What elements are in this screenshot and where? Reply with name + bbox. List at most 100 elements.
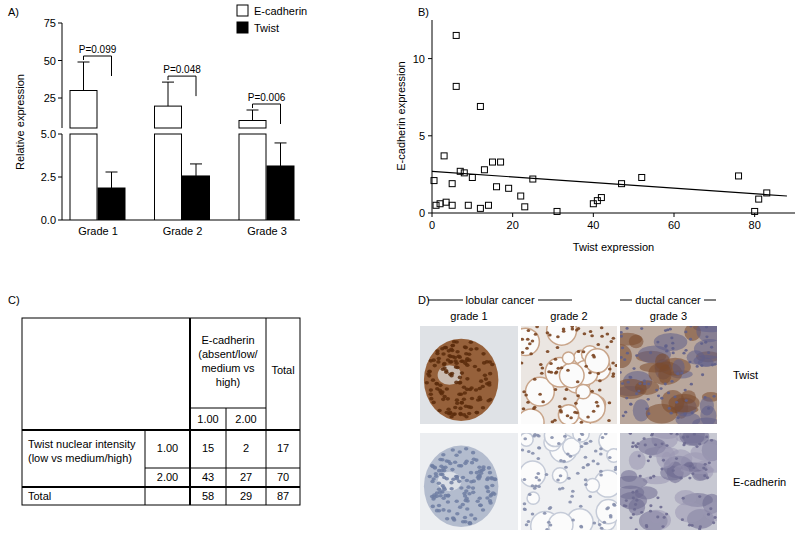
nucleus [691,472,694,475]
nucleus [451,448,455,452]
nucleus [436,360,440,364]
nucleus [571,490,575,493]
nucleus [434,474,438,478]
nucleus [665,513,668,516]
nucleus [640,511,643,514]
nucleus [575,411,579,414]
nucleus [546,350,550,353]
nucleus [635,490,638,493]
panel-label: D) [418,294,430,306]
point [481,167,487,173]
vacuole [576,384,590,398]
vacuole [521,433,533,446]
nucleus [554,388,558,391]
nucleus [464,404,468,408]
y-axis-label: E-cadherin expression [395,61,407,170]
nucleus [623,358,626,361]
tissue [675,502,705,522]
vacuole [607,449,617,462]
nucleus [566,414,570,417]
nucleus [481,352,485,356]
micrograph [420,433,518,530]
nucleus [558,405,562,408]
nucleus [673,395,676,398]
scatter-chart: 0204060800510Twist expressionE-cadherin … [395,20,795,253]
nucleus [467,412,471,416]
nucleus [535,476,539,479]
vacuole [521,409,544,424]
nucleus [604,433,608,435]
nucleus [647,398,650,401]
nucleus [462,385,466,389]
nucleus [464,415,468,419]
nucleus [466,485,470,489]
table-text: 1.00 [197,413,218,425]
nucleus [714,516,717,519]
x-tick [754,213,755,217]
nucleus [429,388,433,392]
nucleus [583,442,587,445]
nucleus [620,356,623,359]
table-text: 43 [202,471,214,483]
nucleus [671,342,674,345]
nucleus [463,391,467,395]
nucleus [708,461,711,464]
nucleus [528,493,532,496]
nucleus [465,497,469,501]
vacuole [521,461,546,487]
nucleus [635,445,638,448]
nucleus [455,512,459,516]
tissue [679,433,705,446]
nucleus [684,349,687,352]
nucleus [486,399,490,403]
nucleus [460,401,464,405]
nucleus [444,411,448,415]
nucleus [490,484,494,488]
point [441,153,447,159]
nucleus [700,342,703,345]
nucleus [622,414,625,417]
nucleus [586,463,590,466]
group-line [428,300,463,301]
nucleus [523,437,527,440]
nucleus [704,341,707,344]
nucleus [608,456,612,459]
nucleus [461,360,465,364]
nucleus [624,505,627,508]
nucleus [580,445,584,448]
text-line: 58 [202,490,214,502]
point [518,193,524,199]
nucleus [599,447,603,450]
table-text: 15 [202,442,214,454]
error-line [111,172,112,188]
nucleus [598,389,602,392]
nucleus [541,400,545,403]
legend-label: E-cadherin [254,5,307,17]
bar [98,188,125,220]
tissue [642,510,671,530]
text-line: E-cadherin [201,334,254,346]
nucleus [455,401,459,405]
nucleus [631,491,634,494]
nucleus [690,383,693,386]
nucleus [563,397,567,400]
nucleus [688,361,691,364]
nucleus [460,401,464,405]
nucleus [699,525,702,528]
y-tick [428,58,432,59]
nucleus [579,525,583,528]
table-text: Twist nuclear intensity(low vs medium/hi… [28,438,136,464]
nucleus [467,492,471,496]
nucleus [605,507,609,510]
error-line [252,110,253,121]
nucleus [475,411,479,415]
x-tick-label: 0 [429,219,435,231]
y-tick-label: 10 [413,53,425,65]
nucleus [469,480,473,484]
nucleus [682,352,685,355]
table-line [190,408,266,409]
nucleus [486,490,490,494]
nucleus [569,455,573,458]
nucleus [576,394,580,397]
table-line [266,318,267,505]
